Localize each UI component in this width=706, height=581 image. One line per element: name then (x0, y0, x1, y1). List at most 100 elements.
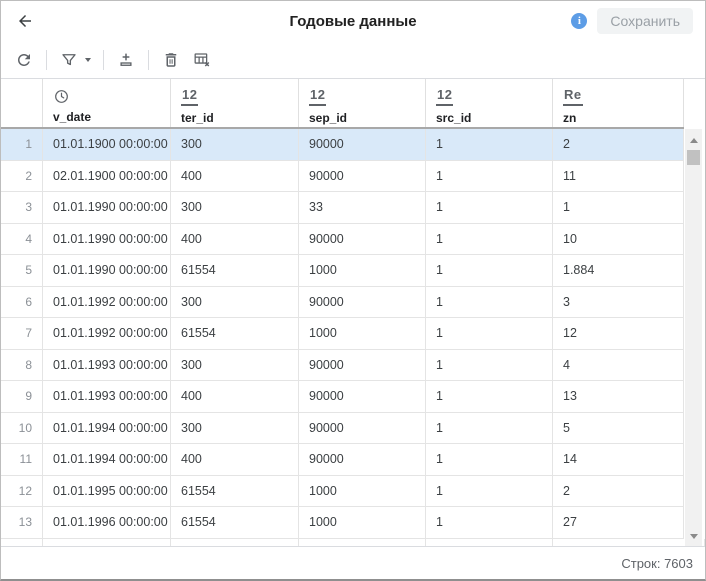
cell-src_id[interactable]: 1 (426, 286, 553, 317)
table-row[interactable]: 4 01.01.1990 00:00:00 400 90000 1 10 (1, 223, 684, 255)
vertical-scrollbar[interactable] (685, 129, 702, 546)
row-number-cell[interactable]: 6 (1, 286, 43, 317)
cell-v_date[interactable]: 01.01.1995 00:00:00 (43, 475, 171, 506)
table-row[interactable]: 11 01.01.1994 00:00:00 400 90000 1 14 (1, 444, 684, 476)
row-number-cell[interactable]: 13 (1, 507, 43, 538)
cell-v_date[interactable]: 01.01.1994 00:00:00 (43, 444, 171, 475)
cell-sep_id[interactable]: 90000 (299, 129, 426, 160)
table-row[interactable]: 3 01.01.1990 00:00:00 300 33 1 1 (1, 192, 684, 224)
cell-src_id[interactable]: 1 (426, 160, 553, 191)
cell-zn[interactable]: 12 (553, 318, 684, 349)
table-row[interactable]: 12 01.01.1995 00:00:00 61554 1000 1 2 (1, 475, 684, 507)
cell-src_id[interactable]: 1 (426, 129, 553, 160)
add-row-button[interactable] (113, 47, 139, 73)
cell-v_date[interactable]: 01.01.1990 00:00:00 (43, 223, 171, 254)
table-row[interactable]: 10 01.01.1994 00:00:00 300 90000 1 5 (1, 412, 684, 444)
cell-sep_id[interactable]: 90000 (299, 223, 426, 254)
row-number-cell[interactable]: 12 (1, 475, 43, 506)
row-number-cell[interactable]: 4 (1, 223, 43, 254)
cell-v_date[interactable]: 02.01.1900 00:00:00 (43, 160, 171, 191)
row-number-cell[interactable]: 3 (1, 192, 43, 223)
cell-src_id[interactable]: 1 (426, 475, 553, 506)
table-row[interactable]: 5 01.01.1990 00:00:00 61554 1000 1 1.884 (1, 255, 684, 287)
cell-sep_id[interactable]: 90000 (299, 286, 426, 317)
cell-sep_id[interactable]: 90000 (299, 160, 426, 191)
cell-sep_id[interactable]: 1000 (299, 475, 426, 506)
cell-v_date[interactable]: 01.01.1993 00:00:00 (43, 381, 171, 412)
cell-sep_id[interactable]: 90000 (299, 349, 426, 380)
row-number-cell[interactable]: 5 (1, 255, 43, 286)
cell-zn[interactable]: 1 (553, 192, 684, 223)
column-header-sep_id[interactable]: 12 sep_id (299, 79, 426, 127)
table-row[interactable]: 7 01.01.1992 00:00:00 61554 1000 1 12 (1, 318, 684, 350)
cell-v_date[interactable]: 01.01.1990 00:00:00 (43, 192, 171, 223)
column-header-zn[interactable]: Re zn (553, 79, 684, 127)
scrollbar-down-arrow[interactable] (685, 531, 702, 539)
table-row[interactable]: 6 01.01.1992 00:00:00 300 90000 1 3 (1, 286, 684, 318)
cell-zn[interactable]: 27 (553, 507, 684, 538)
column-header-v_date[interactable]: v_date (43, 79, 171, 127)
cell-v_date[interactable]: 01.01.1996 00:00:00 (43, 507, 171, 538)
cell-zn[interactable]: 10 (553, 223, 684, 254)
table-row[interactable]: 13 01.01.1996 00:00:00 61554 1000 1 27 (1, 507, 684, 539)
row-number-cell[interactable]: 11 (1, 444, 43, 475)
back-button[interactable] (13, 9, 37, 33)
delete-table-button[interactable] (188, 47, 214, 73)
filter-button[interactable] (56, 47, 82, 73)
column-header-src_id[interactable]: 12 src_id (426, 79, 553, 127)
cell-sep_id[interactable]: 1000 (299, 318, 426, 349)
cell-src_id[interactable]: 1 (426, 444, 553, 475)
cell-ter_id[interactable]: 300 (171, 349, 299, 380)
cell-ter_id[interactable]: 61554 (171, 507, 299, 538)
cell-zn[interactable]: 3 (553, 286, 684, 317)
cell-sep_id[interactable]: 90000 (299, 444, 426, 475)
cell-src_id[interactable]: 1 (426, 255, 553, 286)
table-row[interactable]: 1 01.01.1900 00:00:00 300 90000 1 2 (1, 129, 684, 161)
cell-src_id[interactable]: 1 (426, 318, 553, 349)
filter-menu-button[interactable] (82, 47, 94, 73)
table-row[interactable]: 2 02.01.1900 00:00:00 400 90000 1 11 (1, 160, 684, 192)
row-number-cell[interactable]: 10 (1, 412, 43, 443)
cell-zn[interactable]: 14 (553, 444, 684, 475)
save-button[interactable]: Сохранить (597, 8, 693, 34)
cell-src_id[interactable]: 1 (426, 507, 553, 538)
cell-zn[interactable]: 1.884 (553, 255, 684, 286)
row-number-cell[interactable]: 8 (1, 349, 43, 380)
row-number-cell[interactable]: 1 (1, 129, 43, 160)
cell-sep_id[interactable]: 1000 (299, 507, 426, 538)
cell-ter_id[interactable]: 400 (171, 381, 299, 412)
cell-ter_id[interactable]: 300 (171, 286, 299, 317)
cell-v_date[interactable]: 01.01.1900 00:00:00 (43, 129, 171, 160)
row-number-cell[interactable]: 2 (1, 160, 43, 191)
cell-ter_id[interactable]: 400 (171, 160, 299, 191)
scrollbar-up-arrow[interactable] (685, 138, 702, 146)
cell-zn[interactable]: 4 (553, 349, 684, 380)
cell-zn[interactable]: 13 (553, 381, 684, 412)
table-row[interactable]: 9 01.01.1993 00:00:00 400 90000 1 13 (1, 381, 684, 413)
cell-src_id[interactable]: 1 (426, 223, 553, 254)
cell-src_id[interactable]: 1 (426, 349, 553, 380)
cell-sep_id[interactable]: 90000 (299, 412, 426, 443)
cell-v_date[interactable]: 01.01.1992 00:00:00 (43, 318, 171, 349)
cell-zn[interactable]: 2 (553, 129, 684, 160)
cell-src_id[interactable]: 1 (426, 412, 553, 443)
cell-v_date[interactable]: 01.01.1994 00:00:00 (43, 412, 171, 443)
delete-button[interactable] (158, 47, 184, 73)
cell-zn[interactable]: 11 (553, 160, 684, 191)
cell-ter_id[interactable]: 300 (171, 412, 299, 443)
cell-zn[interactable]: 5 (553, 412, 684, 443)
cell-ter_id[interactable]: 400 (171, 223, 299, 254)
cell-ter_id[interactable]: 300 (171, 192, 299, 223)
cell-sep_id[interactable]: 33 (299, 192, 426, 223)
cell-v_date[interactable]: 01.01.1993 00:00:00 (43, 349, 171, 380)
cell-ter_id[interactable]: 61554 (171, 475, 299, 506)
row-number-cell[interactable]: 9 (1, 381, 43, 412)
cell-ter_id[interactable]: 300 (171, 129, 299, 160)
cell-v_date[interactable]: 01.01.1990 00:00:00 (43, 255, 171, 286)
cell-ter_id[interactable]: 61554 (171, 255, 299, 286)
cell-ter_id[interactable]: 61554 (171, 318, 299, 349)
info-icon[interactable]: i (571, 13, 588, 29)
cell-ter_id[interactable]: 400 (171, 444, 299, 475)
column-header-ter_id[interactable]: 12 ter_id (171, 79, 299, 127)
cell-sep_id[interactable]: 90000 (299, 381, 426, 412)
